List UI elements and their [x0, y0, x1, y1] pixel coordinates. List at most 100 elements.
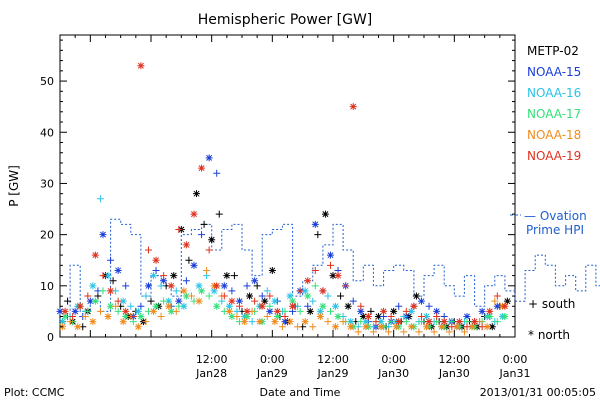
data-point-north: [377, 318, 385, 326]
y-tick-label: 30: [40, 177, 54, 190]
data-point-south: [81, 313, 89, 321]
data-point-south: [402, 318, 410, 326]
data-point-south: [493, 318, 501, 326]
data-point-north: [104, 272, 112, 280]
data-point-north: [268, 266, 276, 274]
legend-entry-noaa-15: NOAA-15: [527, 65, 581, 79]
data-point-south: [185, 256, 193, 264]
data-point-south: [99, 272, 107, 280]
data-point-south: [314, 231, 322, 239]
x-tick-label-date: Jan30: [438, 367, 470, 380]
data-point-north: [86, 297, 94, 305]
data-point-north: [213, 302, 221, 310]
data-point-north: [423, 323, 431, 331]
data-point-north: [180, 287, 188, 295]
x-tick-label-time: 12:00: [317, 353, 349, 366]
data-point-north: [195, 297, 203, 305]
data-point-north: [334, 313, 342, 321]
data-point-north: [501, 313, 509, 321]
data-point-north: [182, 292, 190, 300]
data-point-north: [243, 313, 251, 321]
data-point-north: [223, 272, 231, 280]
data-point-north: [243, 307, 251, 315]
data-point-south: [213, 169, 221, 177]
legend-entry-noaa-17: NOAA-17: [527, 107, 581, 121]
data-point-north: [486, 313, 494, 321]
generated-timestamp: 2013/01/31 00:05:05: [480, 386, 596, 399]
satellite-points-layer: [56, 62, 511, 336]
data-point-north: [332, 323, 340, 331]
data-point-south: [203, 266, 211, 274]
data-point-north: [119, 318, 127, 326]
data-point-south: [281, 313, 289, 321]
marker-legend: + south * north: [528, 297, 575, 342]
data-point-north: [193, 190, 200, 198]
data-point-south: [296, 307, 304, 315]
data-point-south: [402, 307, 410, 315]
x-tick-label-time: 0:00: [381, 353, 406, 366]
data-point-north: [137, 313, 145, 321]
data-point-south: [175, 226, 183, 234]
data-point-south: [372, 318, 380, 326]
data-point-south: [326, 307, 334, 315]
data-point-south: [160, 272, 168, 280]
data-point-north: [205, 154, 213, 162]
x-tick-label-time: 12:00: [196, 353, 228, 366]
data-point-south: [233, 313, 241, 321]
data-point-south: [142, 292, 150, 300]
data-point-north: [301, 318, 309, 326]
data-point-north: [225, 307, 233, 315]
data-point-north: [144, 282, 152, 290]
data-point-south: [248, 318, 256, 326]
data-point-south: [460, 328, 468, 336]
data-point-north: [359, 313, 367, 321]
data-point-south: [493, 292, 501, 300]
data-point-south: [326, 261, 334, 269]
data-point-north: [440, 318, 448, 326]
data-point-north: [438, 323, 446, 331]
data-point-north: [271, 318, 279, 326]
data-point-north: [301, 287, 309, 295]
data-point-north: [425, 318, 433, 326]
data-point-south: [311, 282, 319, 290]
data-point-south: [200, 220, 208, 228]
data-point-south: [182, 277, 190, 285]
data-point-south: [433, 313, 441, 321]
data-point-north: [417, 297, 425, 305]
data-point-north: [483, 323, 491, 331]
data-point-south: [107, 256, 115, 264]
legend-entry-noaa-16: NOAA-16: [527, 86, 581, 100]
data-point-north: [261, 297, 269, 305]
data-point-south: [205, 292, 213, 300]
data-point-north: [503, 297, 511, 305]
data-point-north: [122, 307, 130, 315]
data-point-south: [198, 231, 206, 239]
data-point-south: [266, 292, 274, 300]
data-point-south: [127, 302, 135, 310]
data-point-north: [319, 287, 327, 295]
data-point-south: [96, 307, 104, 315]
data-point-north: [167, 282, 175, 290]
data-point-north: [256, 318, 264, 326]
data-point-north: [198, 287, 206, 295]
data-point-north: [304, 292, 312, 300]
data-point-north: [56, 307, 64, 315]
x-axis-label: Date and Time: [260, 386, 341, 399]
data-point-south: [309, 297, 317, 305]
data-point-north: [165, 302, 173, 310]
marker-legend-south: + south: [528, 297, 575, 311]
data-point-north: [377, 323, 385, 331]
data-point-south: [266, 302, 274, 310]
data-point-south: [258, 292, 266, 300]
data-point-south: [369, 328, 377, 336]
data-point-south: [395, 302, 403, 310]
data-point-north: [228, 313, 236, 321]
data-point-north: [225, 302, 233, 310]
data-point-north: [390, 307, 398, 315]
plot-area-frame: [59, 34, 516, 338]
data-point-south: [357, 318, 365, 326]
data-point-south: [147, 297, 155, 305]
x-tick-label-date: Jan28: [195, 367, 227, 380]
data-point-north: [195, 282, 203, 290]
data-point-south: [448, 323, 456, 331]
